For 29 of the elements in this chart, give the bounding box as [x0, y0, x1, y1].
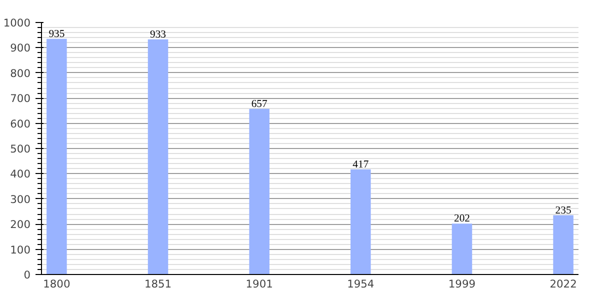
x-tick-label: 1954 [347, 278, 374, 290]
data-label: 935 [48, 28, 65, 40]
data-label: 933 [150, 29, 166, 40]
bar [46, 38, 67, 274]
y-tick-label: 300 [10, 192, 31, 206]
x-tick-label: 1800 [43, 278, 70, 290]
bar [553, 215, 574, 274]
x-tick-label: 2022 [550, 278, 577, 290]
y-tick-label: 200 [10, 218, 31, 232]
y-tick-label: 800 [10, 66, 31, 80]
y-tick-label: 600 [10, 117, 31, 130]
y-tick-label: 700 [10, 92, 31, 106]
x-tick-label: 1901 [246, 278, 273, 290]
data-label: 235 [555, 205, 572, 216]
y-tick-label: 100 [10, 243, 31, 256]
y-tick-label: 500 [10, 142, 31, 156]
data-label: 417 [352, 159, 370, 170]
data-label: 202 [454, 214, 470, 225]
x-tick-label: 1851 [144, 278, 172, 290]
x-tick-label: 1999 [448, 278, 476, 290]
bar [452, 224, 472, 274]
bar [148, 39, 168, 274]
bar [350, 169, 371, 274]
y-tick-label: 900 [10, 42, 31, 55]
y-tick-label: 400 [10, 168, 31, 181]
data-label: 657 [251, 98, 268, 110]
y-tick-label: 1000 [3, 16, 31, 30]
bar [249, 108, 270, 274]
y-tick-label: 0 [24, 268, 31, 282]
